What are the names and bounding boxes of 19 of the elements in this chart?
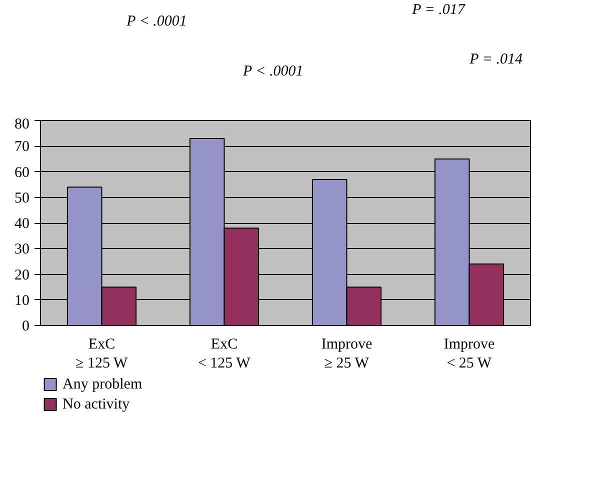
y-tick-label: 60 xyxy=(14,164,30,181)
text: P < .0001 xyxy=(242,63,304,80)
y-tick-label: 80 xyxy=(14,116,30,132)
y-tick-label: 40 xyxy=(14,216,30,232)
x-tick-label: Improve < 25 W xyxy=(444,336,495,372)
y-tick-label: 70 xyxy=(14,139,30,156)
y-tick-label: 30 xyxy=(14,242,30,258)
x-tick-label: ExC ≥ 125 W xyxy=(76,336,129,372)
text: P < .0001 xyxy=(126,14,187,30)
y-tick-label: 10 xyxy=(14,292,30,309)
y-tick-label: 0 xyxy=(22,318,30,334)
text: P = .014 xyxy=(468,52,523,68)
x-tick-label: ExC < 125 W xyxy=(198,336,252,372)
y-tick-label: 20 xyxy=(14,267,30,284)
legend-label: Any problem xyxy=(62,376,142,392)
x-tick-label: Improve ≥ 25 W xyxy=(321,336,372,372)
y-tick-label: 50 xyxy=(14,190,30,206)
legend-label: No activity xyxy=(62,396,130,412)
text: P = .017 xyxy=(411,2,466,18)
